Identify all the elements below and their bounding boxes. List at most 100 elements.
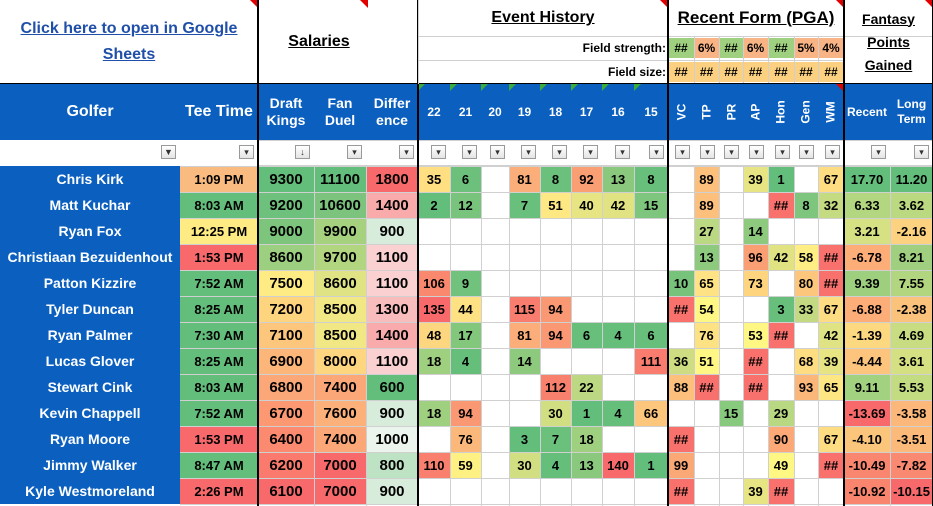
- event-column-header[interactable]: 16: [602, 84, 634, 140]
- event-finish-cell[interactable]: [571, 478, 602, 504]
- event-finish-cell[interactable]: [509, 244, 540, 270]
- table-row[interactable]: Ryan Moore 1:53 PM 6400 7400 1000 76 3 7 18 ## 90 6…: [0, 426, 933, 452]
- form-finish-cell[interactable]: 54: [694, 296, 719, 322]
- recent-points-cell[interactable]: -13.69: [844, 400, 890, 426]
- draftkings-salary-cell[interactable]: 9200: [258, 192, 314, 218]
- form-finish-cell[interactable]: 42: [768, 244, 794, 270]
- event-column-header[interactable]: 17: [571, 84, 602, 140]
- draftkings-salary-cell[interactable]: 6100: [258, 478, 314, 504]
- tee-time-cell[interactable]: 1:53 PM: [180, 244, 258, 270]
- event-finish-cell[interactable]: 59: [450, 452, 481, 478]
- event-finish-cell[interactable]: [418, 244, 450, 270]
- dropdown-icon[interactable]: ▾: [615, 145, 630, 159]
- draftkings-salary-cell[interactable]: 8600: [258, 244, 314, 270]
- table-row[interactable]: Chris Kirk 1:09 PM 9300 11100 1800 35 6 81 8 92 13…: [0, 166, 933, 192]
- event-finish-cell[interactable]: 66: [634, 400, 668, 426]
- form-column-header[interactable]: PR: [719, 84, 743, 140]
- event-finish-cell[interactable]: 14: [509, 348, 540, 374]
- form-finish-cell[interactable]: [743, 296, 768, 322]
- event-finish-cell[interactable]: 1: [634, 452, 668, 478]
- long-term-points-cell[interactable]: -7.82: [890, 452, 933, 478]
- form-finish-cell[interactable]: 14: [743, 218, 768, 244]
- salary-difference-cell[interactable]: 1800: [366, 166, 418, 192]
- form-finish-cell[interactable]: 68: [794, 348, 818, 374]
- event-column-header[interactable]: 15: [634, 84, 668, 140]
- form-finish-cell[interactable]: [719, 374, 743, 400]
- event-finish-cell[interactable]: [450, 244, 481, 270]
- event-finish-cell[interactable]: [450, 218, 481, 244]
- event-finish-cell[interactable]: 92: [571, 166, 602, 192]
- event-finish-cell[interactable]: [602, 244, 634, 270]
- field-size-cell[interactable]: ##: [743, 62, 768, 82]
- fanduel-salary-cell[interactable]: 8600: [314, 270, 366, 296]
- event-finish-cell[interactable]: [481, 374, 509, 400]
- form-finish-cell[interactable]: 96: [743, 244, 768, 270]
- event-finish-cell[interactable]: [481, 426, 509, 452]
- salary-difference-cell[interactable]: 900: [366, 400, 418, 426]
- form-finish-cell[interactable]: 3: [768, 296, 794, 322]
- event-finish-cell[interactable]: [602, 374, 634, 400]
- table-row[interactable]: Tyler Duncan 8:25 AM 7200 8500 1300 135 44 115 9…: [0, 296, 933, 322]
- comment-marker-icon[interactable]: [925, 0, 933, 8]
- form-finish-cell[interactable]: 99: [668, 452, 694, 478]
- form-finish-cell[interactable]: 36: [668, 348, 694, 374]
- event-column-header[interactable]: 19: [509, 84, 540, 140]
- open-in-google-sheets-link[interactable]: Click here to open in Google Sheets: [20, 20, 238, 63]
- event-finish-cell[interactable]: 6: [450, 166, 481, 192]
- event-finish-cell[interactable]: [509, 218, 540, 244]
- draftkings-salary-cell[interactable]: 6400: [258, 426, 314, 452]
- long-term-points-cell[interactable]: 8.21: [890, 244, 933, 270]
- fanduel-salary-cell[interactable]: 7000: [314, 452, 366, 478]
- form-finish-cell[interactable]: [794, 218, 818, 244]
- form-finish-cell[interactable]: 89: [694, 166, 719, 192]
- form-finish-cell[interactable]: ##: [768, 478, 794, 504]
- long-term-points-cell[interactable]: 3.61: [890, 348, 933, 374]
- draftkings-salary-cell[interactable]: 7500: [258, 270, 314, 296]
- form-finish-cell[interactable]: 39: [743, 166, 768, 192]
- tee-time-cell[interactable]: 8:25 AM: [180, 296, 258, 322]
- golfer-name-cell[interactable]: Stewart Cink: [0, 374, 180, 400]
- table-row[interactable]: Kevin Chappell 7:52 AM 6700 7600 900 18 94 30 1 4…: [0, 400, 933, 426]
- form-finish-cell[interactable]: ##: [768, 192, 794, 218]
- event-finish-cell[interactable]: [571, 218, 602, 244]
- event-finish-cell[interactable]: [634, 478, 668, 504]
- event-finish-cell[interactable]: [571, 296, 602, 322]
- fanduel-column-header[interactable]: Fan Duel: [314, 84, 366, 140]
- event-finish-cell[interactable]: [571, 244, 602, 270]
- comment-marker-icon[interactable]: [250, 0, 258, 8]
- event-finish-cell[interactable]: 8: [540, 166, 571, 192]
- event-finish-cell[interactable]: [450, 374, 481, 400]
- dropdown-icon[interactable]: ▾: [871, 145, 886, 159]
- form-finish-cell[interactable]: 76: [694, 322, 719, 348]
- form-finish-cell[interactable]: 42: [818, 322, 844, 348]
- event-finish-cell[interactable]: [634, 374, 668, 400]
- event-finish-cell[interactable]: [481, 348, 509, 374]
- form-finish-cell[interactable]: 39: [743, 478, 768, 504]
- form-finish-cell[interactable]: [743, 452, 768, 478]
- dropdown-icon[interactable]: ▾: [399, 145, 414, 159]
- recent-points-cell[interactable]: -4.44: [844, 348, 890, 374]
- golfer-name-cell[interactable]: Jimmy Walker: [0, 452, 180, 478]
- event-finish-cell[interactable]: [481, 452, 509, 478]
- fanduel-salary-cell[interactable]: 7400: [314, 374, 366, 400]
- comment-marker-icon[interactable]: [360, 0, 368, 8]
- recent-column-header[interactable]: Recent: [844, 84, 890, 140]
- long-term-points-cell[interactable]: 3.62: [890, 192, 933, 218]
- form-finish-cell[interactable]: [794, 400, 818, 426]
- tee-time-cell[interactable]: 8:03 AM: [180, 192, 258, 218]
- event-finish-cell[interactable]: 6: [571, 322, 602, 348]
- tee-time-cell[interactable]: 7:30 AM: [180, 322, 258, 348]
- field-size-cell[interactable]: ##: [768, 62, 794, 82]
- event-column-header[interactable]: 21: [450, 84, 481, 140]
- fanduel-salary-cell[interactable]: 11100: [314, 166, 366, 192]
- dropdown-icon[interactable]: ▾: [490, 145, 505, 159]
- form-column-header[interactable]: WM: [818, 84, 844, 140]
- dropdown-icon[interactable]: ▾: [775, 145, 790, 159]
- form-finish-cell[interactable]: ##: [818, 452, 844, 478]
- form-finish-cell[interactable]: [668, 322, 694, 348]
- form-finish-cell[interactable]: [719, 166, 743, 192]
- form-finish-cell[interactable]: [668, 244, 694, 270]
- form-finish-cell[interactable]: [668, 400, 694, 426]
- field-strength-cell[interactable]: ##: [768, 38, 794, 58]
- golfer-column-header[interactable]: Golfer: [0, 84, 180, 140]
